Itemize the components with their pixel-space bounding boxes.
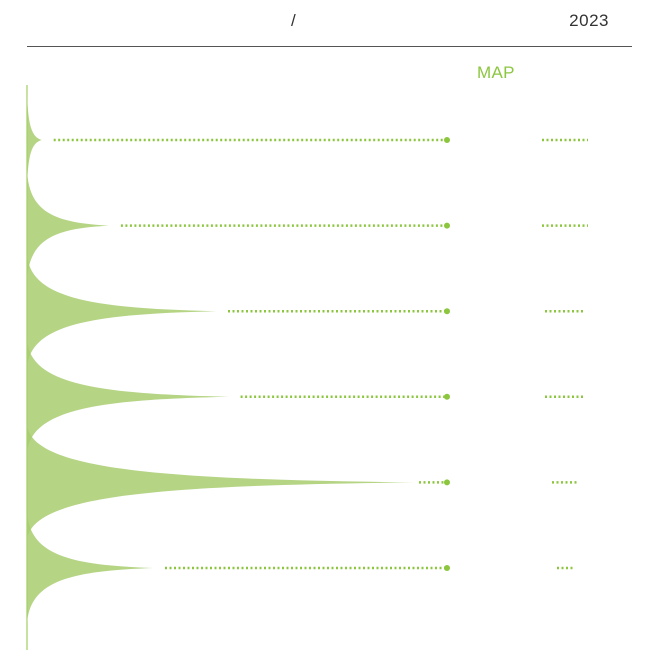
leader-dot-2: [444, 222, 450, 229]
chart-header: / 2023: [0, 0, 647, 46]
header-year: 2023: [569, 11, 609, 30]
peak-shape-5: [27, 422, 414, 543]
leader-dot-3: [444, 308, 450, 315]
header-slash: /: [291, 11, 296, 30]
peak-shape-1: [27, 80, 42, 200]
peak-shape-2: [27, 165, 109, 286]
map-column-label: MAP: [477, 63, 515, 82]
peak-shape-3: [27, 251, 216, 372]
leader-dot-5: [444, 479, 450, 486]
leader-dot-1: [444, 137, 450, 143]
peak-shape-4: [27, 336, 229, 457]
leader-dot-4: [444, 393, 450, 400]
leader-dot-6: [444, 565, 450, 571]
header-divider: [27, 46, 632, 47]
peak-shape-6: [27, 508, 153, 628]
